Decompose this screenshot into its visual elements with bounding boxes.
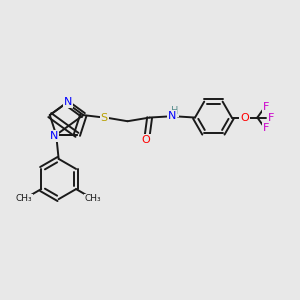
Text: F: F	[263, 123, 269, 133]
Text: N: N	[64, 97, 72, 107]
Text: O: O	[142, 135, 150, 145]
Text: F: F	[263, 102, 269, 112]
Text: N: N	[50, 131, 58, 141]
Text: O: O	[240, 112, 249, 122]
Text: CH₃: CH₃	[85, 194, 101, 203]
Text: N: N	[167, 111, 176, 121]
Text: F: F	[268, 112, 274, 122]
Text: H: H	[171, 106, 178, 116]
Text: S: S	[101, 112, 108, 122]
Text: CH₃: CH₃	[16, 194, 32, 203]
